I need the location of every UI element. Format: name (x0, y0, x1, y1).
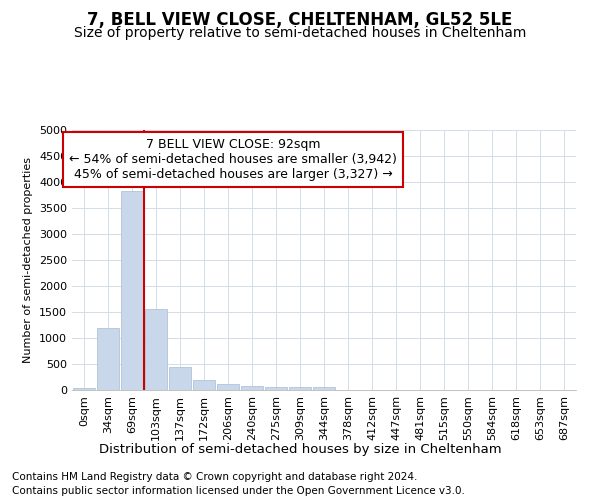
Bar (217, 384, 239, 390)
Bar (73, 388, 95, 390)
Bar (313, 388, 335, 390)
Bar (241, 386, 263, 390)
Text: Size of property relative to semi-detached houses in Cheltenham: Size of property relative to semi-detach… (74, 26, 526, 40)
Text: Contains HM Land Registry data © Crown copyright and database right 2024.: Contains HM Land Registry data © Crown c… (12, 472, 418, 482)
Text: 7 BELL VIEW CLOSE: 92sqm
← 54% of semi-detached houses are smaller (3,942)
45% o: 7 BELL VIEW CLOSE: 92sqm ← 54% of semi-d… (70, 138, 397, 181)
Bar (289, 387, 311, 390)
Bar (169, 366, 191, 390)
Bar (145, 310, 167, 390)
Bar (193, 380, 215, 390)
Bar (97, 328, 119, 390)
Text: 7, BELL VIEW CLOSE, CHELTENHAM, GL52 5LE: 7, BELL VIEW CLOSE, CHELTENHAM, GL52 5LE (88, 11, 512, 29)
Y-axis label: Number of semi-detached properties: Number of semi-detached properties (23, 157, 34, 363)
Bar (265, 387, 287, 390)
Text: Distribution of semi-detached houses by size in Cheltenham: Distribution of semi-detached houses by … (98, 442, 502, 456)
Text: Contains public sector information licensed under the Open Government Licence v3: Contains public sector information licen… (12, 486, 465, 496)
Bar (121, 192, 143, 390)
